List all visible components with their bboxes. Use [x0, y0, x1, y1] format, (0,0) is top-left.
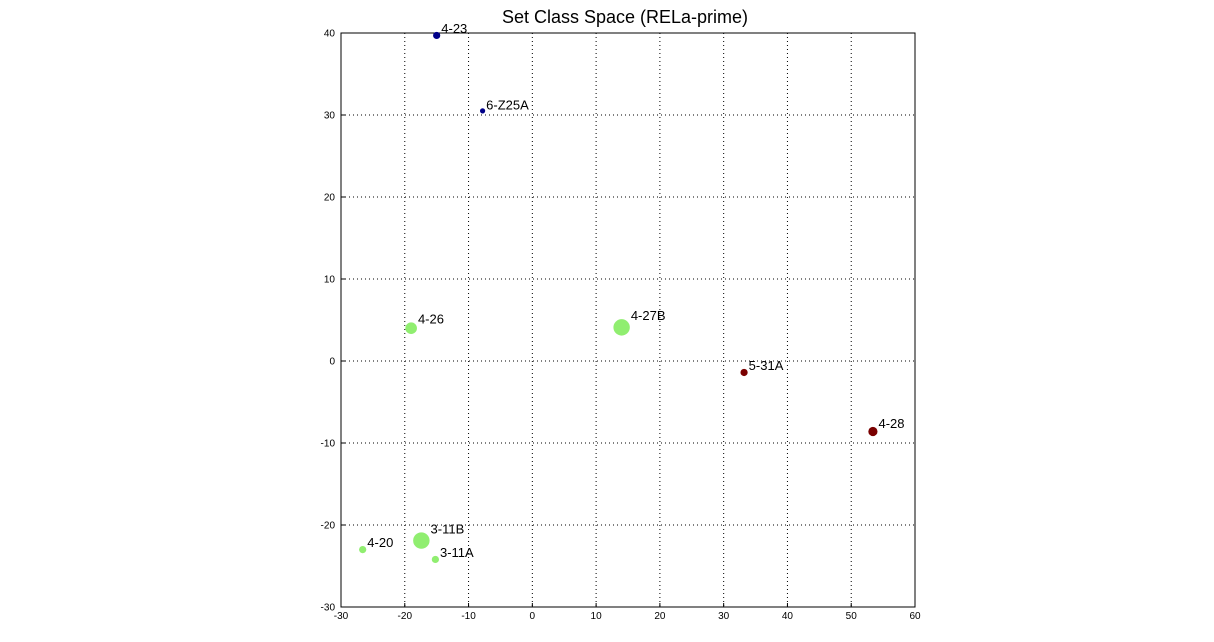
x-tick-label: 20	[654, 611, 666, 622]
data-point-4-26	[405, 322, 417, 335]
data-point-4-20	[359, 546, 367, 554]
point-label: 5-31A	[749, 358, 784, 373]
x-tick-label: 0	[530, 611, 536, 622]
point-label: 4-20	[367, 535, 393, 550]
x-tick-label: 50	[846, 611, 858, 622]
data-point-4-23	[433, 31, 441, 40]
y-tick-label: 30	[324, 111, 336, 122]
y-tick-label: -20	[321, 521, 336, 532]
data-point-6-z25a	[479, 108, 486, 114]
data-point-4-27b	[613, 319, 630, 336]
data-points: 4-23 6-Z25A 4-26 4-27B 5-31A 4-28 4-20 3-11B 3-1…	[359, 21, 905, 564]
x-tick-label: 10	[591, 611, 603, 622]
x-tick-label: -20	[398, 611, 413, 622]
y-tick-label: 40	[324, 29, 336, 40]
point-label: 6-Z25A	[486, 97, 529, 112]
x-tick-label: -30	[334, 611, 349, 622]
data-point-5-31a	[740, 368, 748, 377]
point-label: 4-27B	[631, 308, 666, 323]
point-label: 4-28	[879, 416, 905, 431]
data-point-4-28	[868, 426, 878, 437]
y-tick-label: 10	[324, 275, 336, 286]
axis-ticks: -30 -20 -10 0 10 20 30 40 50 60 40 30 20 10 0 -10 -20 -30	[321, 29, 921, 623]
plot-area	[340, 32, 916, 608]
x-tick-label: -10	[461, 611, 476, 622]
y-tick-label: -30	[321, 603, 336, 614]
y-tick-label: -10	[321, 439, 336, 450]
point-label: 4-26	[418, 311, 444, 326]
x-tick-label: 60	[909, 611, 921, 622]
chart-title: Set Class Space (RELa-prime)	[502, 7, 748, 27]
y-tick-label: 0	[329, 357, 335, 368]
x-tick-label: 40	[782, 611, 794, 622]
point-label: 3-11A	[440, 545, 474, 560]
x-tick-label: 30	[718, 611, 730, 622]
data-point-3-11b	[413, 532, 430, 549]
y-tick-label: 20	[324, 193, 336, 204]
data-point-3-11a	[431, 555, 439, 564]
point-label: 4-23	[441, 21, 467, 36]
point-label: 3-11B	[431, 521, 465, 536]
